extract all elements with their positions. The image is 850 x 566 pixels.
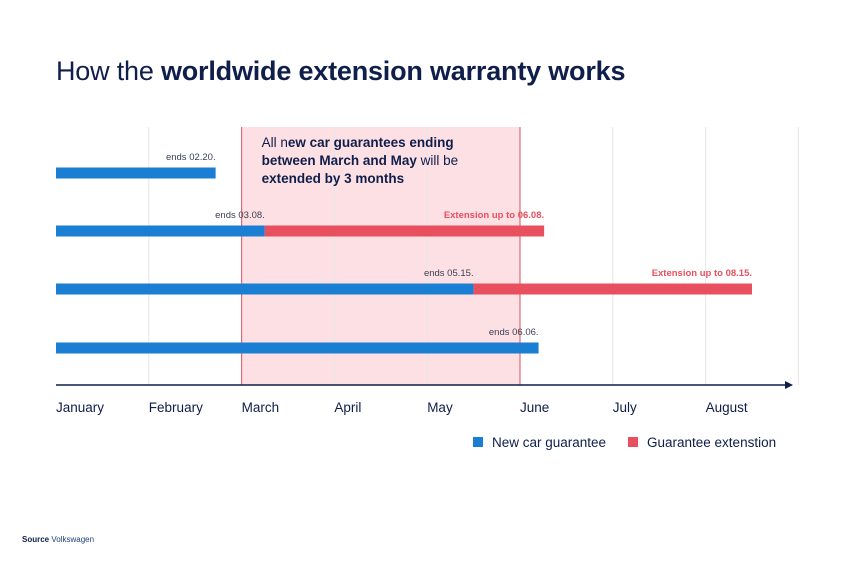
source-label: Source [22, 535, 50, 544]
month-label-july: July [613, 400, 637, 415]
legend-label-2: Guarantee extenstion [647, 435, 776, 450]
guarantee-bar-3 [56, 283, 474, 295]
month-label-august: August [706, 400, 748, 415]
extension-bar-3 [473, 283, 752, 295]
guarantee-label-4: ends 06.06. [489, 327, 539, 338]
title-prefix: How the [56, 56, 161, 86]
month-label-february: February [149, 400, 203, 415]
legend-swatch-2 [628, 437, 638, 447]
highlight-note-line-2: between March and May will be [262, 153, 459, 168]
extension-label-2: Extension up to 06.08. [444, 210, 544, 221]
month-label-january: January [56, 400, 104, 415]
guarantee-label-3: ends 05.15. [424, 268, 474, 279]
source-note: Source Volkswagen [22, 535, 94, 544]
month-label-april: April [334, 400, 361, 415]
guarantee-bar-1 [56, 167, 216, 179]
highlight-band [241, 127, 520, 385]
highlight-note-line-1: All new car guarantees ending [262, 135, 454, 150]
legend-swatch-1 [473, 437, 483, 447]
chart-title: How the worldwide extension warranty wor… [56, 56, 625, 87]
guarantee-label-2: ends 03.08. [215, 210, 265, 221]
month-label-may: May [427, 400, 453, 415]
month-label-june: June [520, 400, 549, 415]
month-label-march: March [242, 400, 280, 415]
extension-bar-2 [264, 225, 545, 237]
guarantee-label-1: ends 02.20. [166, 152, 216, 163]
guarantee-bar-4 [56, 342, 539, 354]
guarantee-bar-2 [56, 225, 265, 237]
highlight-note-line-3: extended by 3 months [262, 171, 405, 186]
title-bold: worldwide extension warranty works [160, 56, 626, 86]
legend-label-1: New car guarantee [492, 435, 606, 450]
extension-label-3: Extension up to 08.15. [652, 268, 752, 279]
source-value: Volkswagen [51, 535, 95, 544]
x-axis-arrow [785, 381, 793, 389]
